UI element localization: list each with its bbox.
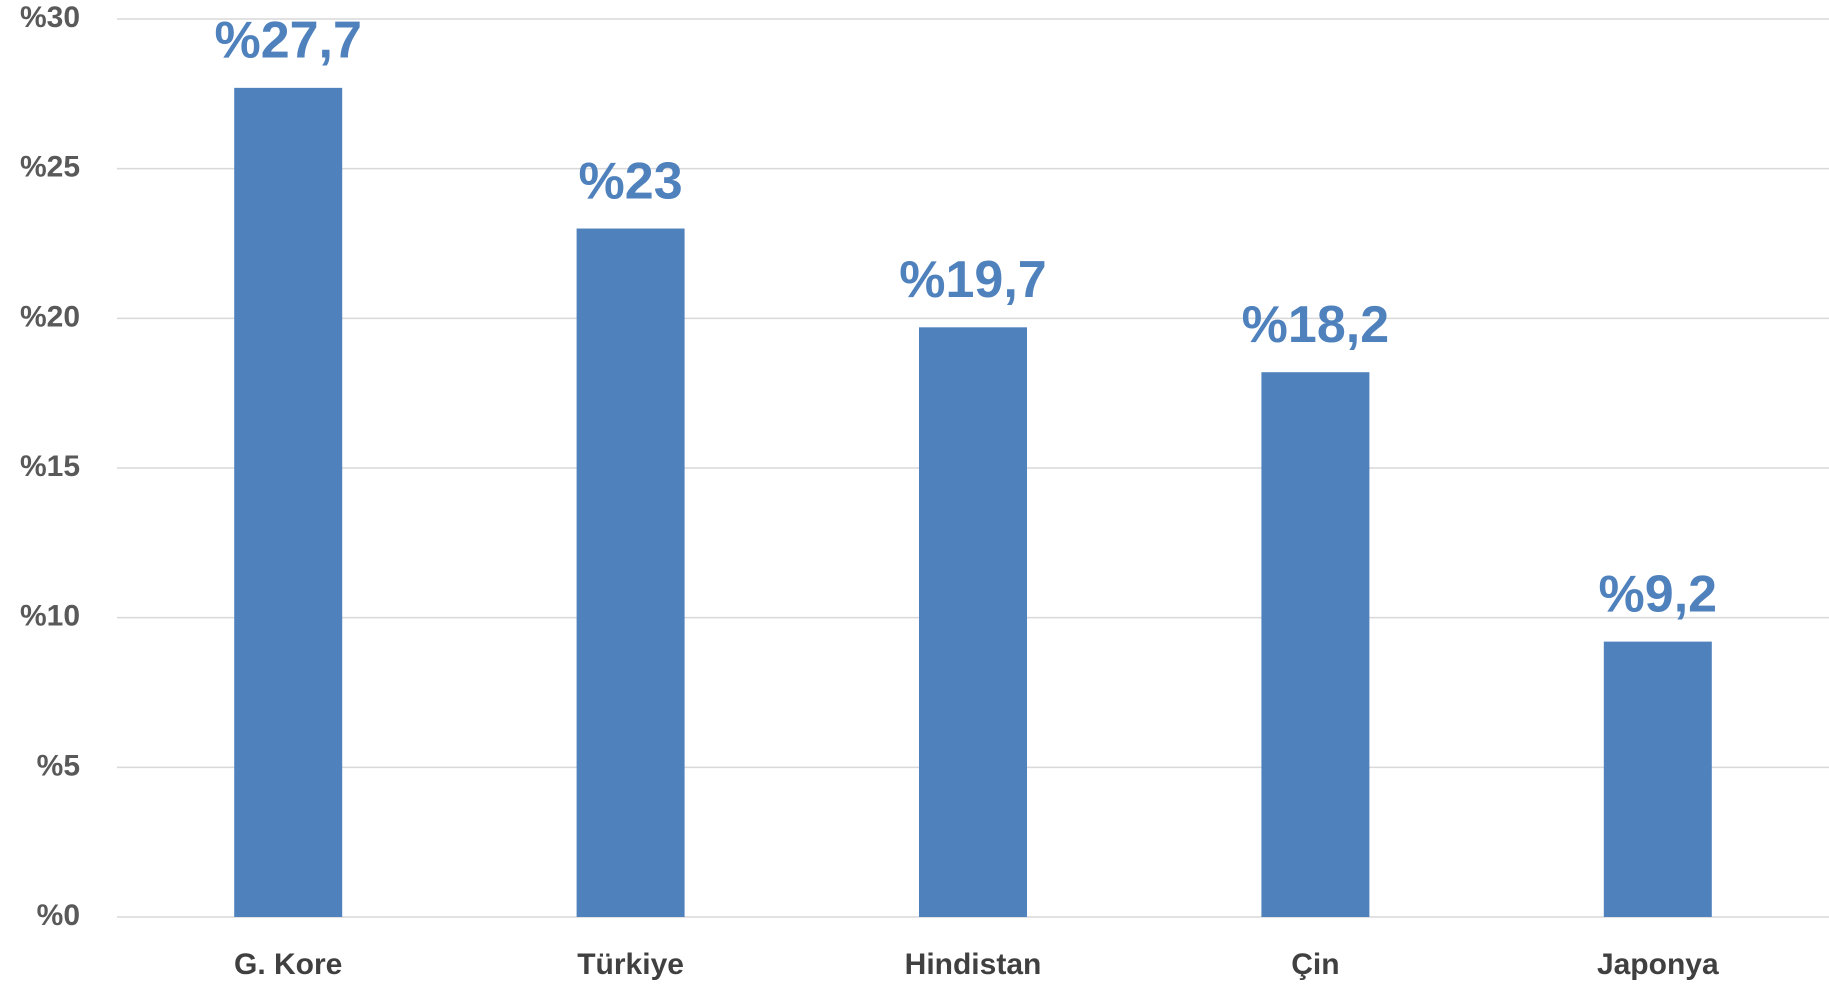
value-label: %19,7: [899, 251, 1046, 309]
bar: [919, 327, 1027, 917]
bar: [234, 87, 343, 917]
y-tick-label: %30: [20, 1, 80, 34]
x-tick-label: G. Kore: [234, 948, 342, 981]
bar: [1261, 372, 1370, 917]
y-tick-label: %5: [37, 749, 80, 782]
value-label: %23: [579, 152, 683, 210]
bar: [1603, 641, 1712, 917]
y-tick-label: %10: [20, 600, 80, 633]
value-label: %9,2: [1599, 565, 1718, 623]
x-tick-label: Türkiye: [577, 948, 684, 981]
bar: [576, 228, 685, 918]
y-tick-label: %25: [20, 151, 80, 184]
value-label: %18,2: [1242, 296, 1389, 354]
value-label: %27,7: [214, 12, 361, 70]
y-tick-label: %20: [20, 300, 80, 333]
y-tick-label: %15: [20, 450, 80, 483]
y-tick-label: %0: [37, 899, 80, 932]
x-tick-label: Hindistan: [905, 948, 1042, 981]
x-tick-label: Japonya: [1597, 948, 1719, 981]
x-tick-label: Çin: [1291, 948, 1339, 981]
